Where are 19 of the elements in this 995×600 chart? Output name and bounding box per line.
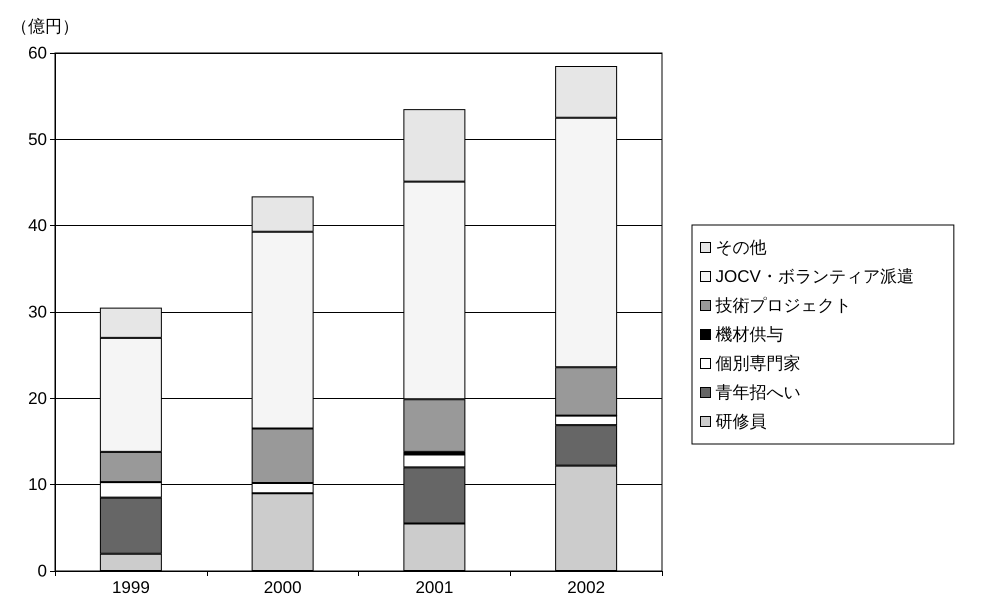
legend-label: 技術プロジェクト — [714, 296, 852, 315]
y-tick-label: 10 — [28, 475, 47, 494]
legend-label: 個別専門家 — [716, 354, 800, 373]
y-tick-label: 60 — [28, 44, 47, 62]
y-tick-label: 0 — [38, 562, 47, 580]
x-tick-label: 2000 — [264, 578, 302, 597]
legend-label: 青年招へい — [716, 383, 800, 402]
legend-label: 機材供与 — [716, 325, 784, 344]
y-tick-label: 50 — [28, 130, 47, 149]
legend-label: 研修員 — [716, 412, 766, 431]
x-tick-label: 2001 — [415, 578, 454, 597]
x-tick-label: 2002 — [567, 578, 606, 597]
y-tick-label: 40 — [28, 216, 47, 236]
y-tick-label: 30 — [28, 302, 47, 322]
y-axis-title: （億円） — [11, 17, 79, 36]
legend-label: その他 — [716, 238, 766, 257]
x-tick-label: 1999 — [112, 578, 150, 597]
legend-label: JOCV・ボランティア派遣 — [716, 267, 914, 286]
y-tick-label: 20 — [28, 388, 47, 408]
